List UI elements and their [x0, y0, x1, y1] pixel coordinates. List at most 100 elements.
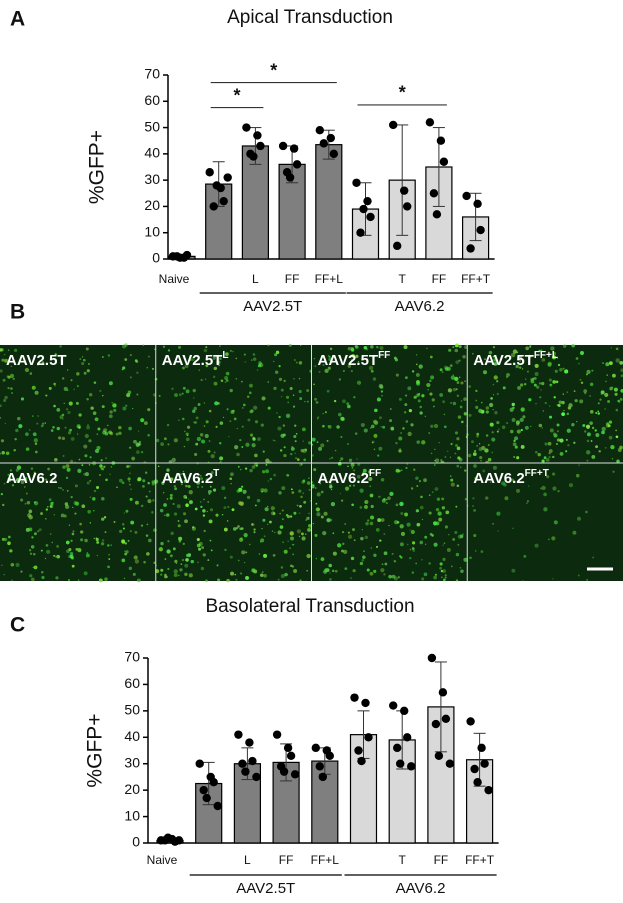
- gfp-cell: [317, 416, 320, 419]
- gfp-cell: [379, 345, 384, 350]
- gfp-cell: [347, 364, 351, 368]
- gfp-cell: [3, 353, 6, 356]
- gfp-cell: [421, 518, 424, 521]
- gfp-cell: [73, 501, 78, 505]
- gfp-cell: [373, 419, 378, 424]
- y-tick-label: 20: [144, 197, 160, 213]
- gfp-cell: [464, 380, 466, 383]
- gfp-cell: [218, 364, 221, 367]
- gfp-cell: [155, 438, 160, 443]
- gfp-cell: [80, 530, 84, 534]
- gfp-cell: [415, 476, 419, 480]
- gfp-cell: [383, 533, 386, 535]
- chart-title: Apical Transduction: [227, 7, 393, 28]
- gfp-cell: [552, 380, 556, 384]
- gfp-cell: [349, 484, 352, 487]
- gfp-cell: [522, 415, 526, 419]
- gfp-cell: [68, 524, 71, 526]
- gfp-cell: [31, 536, 34, 539]
- y-axis-label: %GFP+: [86, 130, 109, 204]
- gfp-cell: [205, 478, 209, 482]
- gfp-cell: [30, 467, 34, 470]
- gfp-cell: [421, 440, 426, 445]
- gfp-cell: [274, 353, 278, 357]
- gfp-cell: [431, 491, 434, 493]
- gfp-cell: [389, 491, 394, 496]
- gfp-cell: [178, 393, 182, 397]
- gfp-cell: [56, 407, 61, 412]
- gfp-cell: [196, 543, 201, 548]
- gfp-cell: [512, 349, 518, 354]
- tile-label: AAV2.5TL: [162, 350, 229, 369]
- gfp-cell: [331, 456, 334, 459]
- gfp-cell: [252, 437, 256, 441]
- gfp-cell: [409, 548, 412, 551]
- gfp-cell: [553, 396, 556, 399]
- gfp-cell: [538, 349, 541, 352]
- gfp-cell: [285, 413, 291, 419]
- gfp-cell: [194, 421, 197, 424]
- gfp-cell: [615, 435, 619, 439]
- gfp-cell: [136, 371, 139, 374]
- data-point: [466, 244, 475, 253]
- gfp-cell: [300, 495, 303, 499]
- gfp-cell: [118, 425, 122, 430]
- gfp-cell: [62, 418, 64, 420]
- gfp-cell: [430, 452, 433, 455]
- gfp-cell: [277, 426, 282, 431]
- gfp-cell: [607, 424, 611, 428]
- gfp-cell: [399, 524, 404, 529]
- gfp-cell: [266, 523, 269, 526]
- data-point: [429, 189, 439, 198]
- gfp-cell: [291, 544, 294, 546]
- gfp-cell: [34, 450, 38, 454]
- gfp-cell: [429, 379, 432, 383]
- gfp-cell: [492, 355, 495, 358]
- gfp-cell: [261, 396, 266, 401]
- gfp-cell: [219, 442, 222, 445]
- gfp-cell: [158, 547, 164, 552]
- gfp-cell: [359, 561, 364, 566]
- gfp-cell: [494, 411, 498, 415]
- gfp-cell: [128, 464, 131, 468]
- y-tick-label: 0: [132, 834, 140, 850]
- data-point: [361, 698, 370, 708]
- gfp-cell: [89, 496, 92, 499]
- gfp-cell: [340, 499, 344, 502]
- gfp-cell: [45, 508, 49, 511]
- gfp-cell: [373, 433, 378, 438]
- y-tick-label: 20: [124, 781, 140, 797]
- gfp-cell: [283, 446, 286, 449]
- gfp-cell: [573, 441, 576, 445]
- gfp-cell: [452, 346, 455, 349]
- gfp-cell: [516, 429, 521, 434]
- gfp-cell: [86, 552, 88, 554]
- gfp-cell: [344, 486, 350, 491]
- gfp-cell: [306, 400, 309, 403]
- gfp-cell: [160, 541, 164, 546]
- gfp-cell: [267, 480, 270, 482]
- gfp-cell: [185, 432, 189, 436]
- gfp-cell: [492, 409, 494, 411]
- gfp-cell: [241, 445, 244, 448]
- gfp-cell: [408, 408, 413, 413]
- gfp-cell: [373, 569, 377, 573]
- gfp-cell: [491, 431, 494, 434]
- gfp-cell: [56, 545, 59, 548]
- gfp-cell: [147, 481, 150, 485]
- gfp-cell: [515, 488, 521, 493]
- gfp-cell: [296, 529, 301, 534]
- gfp-cell: [324, 411, 327, 414]
- gfp-cell: [313, 357, 316, 360]
- gfp-cell: [108, 414, 113, 419]
- gfp-cell: [294, 424, 297, 427]
- gfp-cell: [41, 423, 45, 427]
- gfp-cell: [229, 420, 232, 423]
- gfp-cell: [216, 360, 221, 365]
- data-point: [462, 191, 471, 201]
- gfp-cell: [417, 510, 419, 512]
- gfp-cell: [387, 496, 391, 500]
- gfp-cell: [575, 357, 579, 360]
- gfp-cell: [279, 512, 281, 515]
